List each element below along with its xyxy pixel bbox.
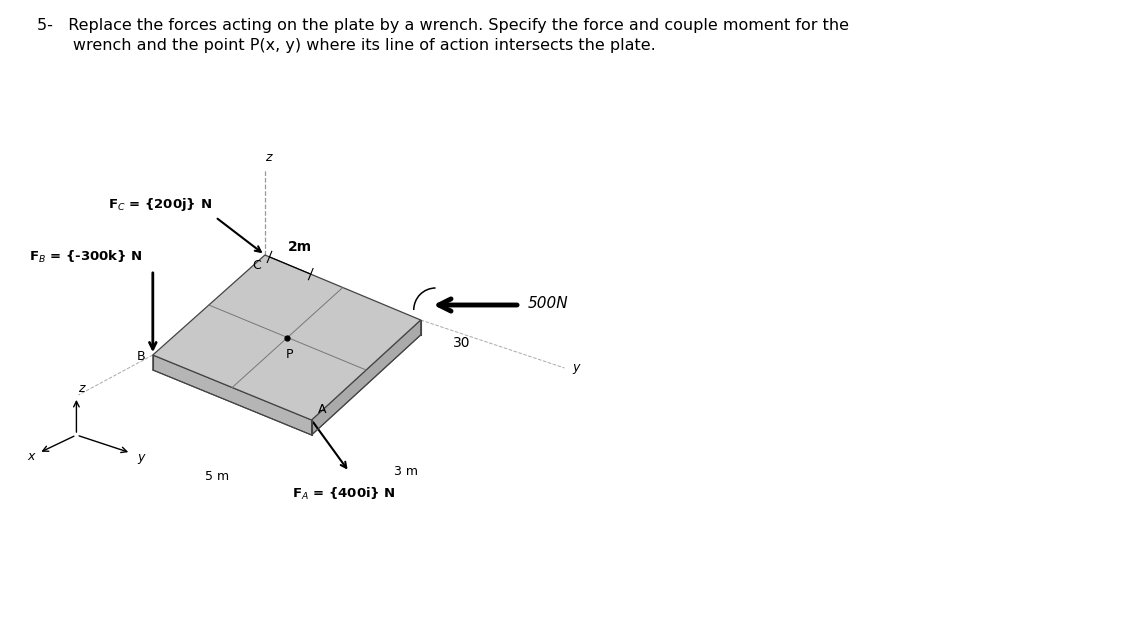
Text: 30: 30 [453,336,471,350]
Text: 3 m: 3 m [394,465,418,478]
Text: 500N: 500N [528,296,569,310]
Text: B: B [136,350,145,363]
Text: 2m: 2m [288,240,312,253]
Text: wrench and the point P(x, y) where its line of action intersects the plate.: wrench and the point P(x, y) where its l… [36,38,656,53]
Text: z: z [78,383,85,396]
Text: A: A [317,403,326,416]
Text: F$_B$ = {-300k} N: F$_B$ = {-300k} N [29,249,143,265]
Text: C: C [253,259,261,272]
Polygon shape [153,355,312,435]
Text: 5-   Replace the forces acting on the plate by a wrench. Specify the force and c: 5- Replace the forces acting on the plat… [36,18,849,33]
Text: F$_C$ = {200j} N: F$_C$ = {200j} N [109,196,212,213]
Polygon shape [312,320,420,435]
Text: y: y [572,361,580,374]
Text: y: y [137,450,145,463]
Text: 5 m: 5 m [205,470,229,483]
Text: F$_A$ = {400i} N: F$_A$ = {400i} N [292,486,397,502]
Text: P: P [286,348,293,361]
Text: x: x [27,450,34,463]
Text: z: z [265,151,271,164]
Polygon shape [153,255,420,420]
